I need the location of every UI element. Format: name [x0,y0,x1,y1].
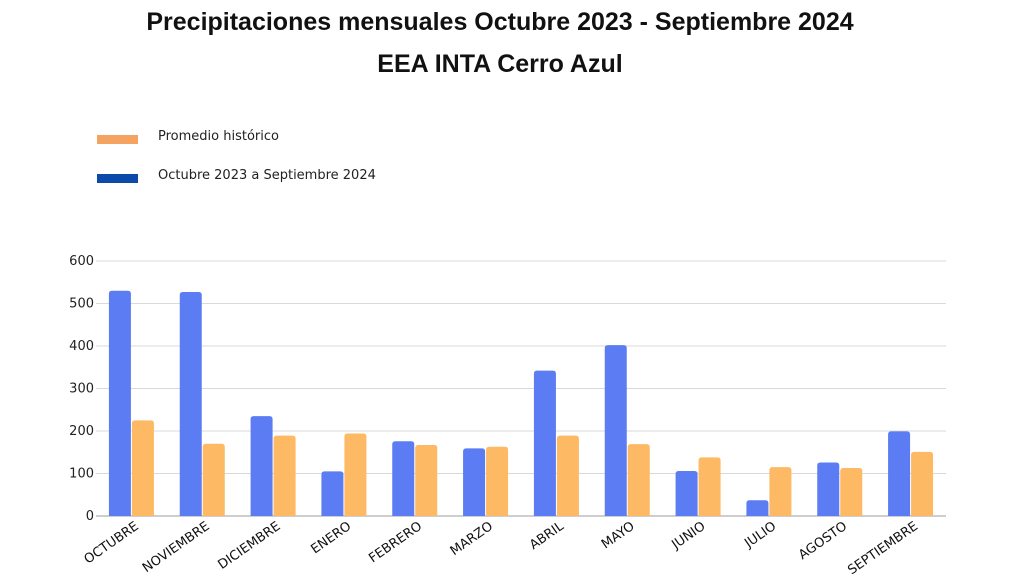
y-tick-label: 200 [69,424,94,439]
bar-periodo-junio [675,470,698,516]
y-tick-label: 300 [69,382,94,397]
chart-title: Precipitaciones mensuales Octubre 2023 -… [146,8,854,36]
bar-promedio-abril [556,435,579,516]
legend-label-promedio: Promedio histórico [158,129,279,144]
x-tick-label: MARZO [448,519,496,559]
bar-promedio-febrero [415,445,438,516]
bar-promedio-enero [344,433,367,516]
x-tick-label: ABRIL [527,519,567,553]
y-tick-label: 600 [69,254,94,269]
bar-periodo-septiembre [888,431,911,516]
x-tick-label: MAYO [599,519,638,552]
bar-periodo-octubre [108,290,131,516]
y-tick-label: 500 [69,297,94,312]
bar-promedio-agosto [840,467,863,516]
bar-promedio-diciembre [273,435,296,516]
bar-periodo-febrero [392,441,415,516]
bar-periodo-noviembre [179,292,202,516]
y-tick-label: 100 [69,467,94,482]
bar-promedio-noviembre [202,443,225,516]
bar-periodo-enero [321,471,344,516]
bar-promedio-septiembre [911,451,934,516]
x-tick-label: NOVIEMBRE [140,519,213,576]
x-tick-label: OCTUBRE [82,519,142,567]
bar-promedio-julio [769,467,792,516]
legend-swatch-periodo [97,174,138,183]
legend-swatch-promedio [97,135,138,144]
x-tick-label: JUNIO [669,519,709,553]
x-tick-label: FEBRERO [366,519,425,566]
bar-periodo-julio [746,500,769,516]
bar-periodo-agosto [817,462,840,516]
y-tick-label: 400 [69,339,94,354]
bar-promedio-junio [698,457,721,516]
bar-periodo-mayo [604,345,627,516]
chart-subtitle: EEA INTA Cerro Azul [377,50,623,78]
x-tick-label: AGOSTO [796,519,850,563]
x-tick-label: SEPTIEMBRE [845,519,921,576]
bar-periodo-abril [533,370,556,516]
x-tick-label: JULIO [741,519,779,552]
bar-promedio-octubre [131,420,154,516]
bar-periodo-diciembre [250,416,273,516]
bar-periodo-marzo [463,448,486,516]
legend-label-periodo: Octubre 2023 a Septiembre 2024 [158,168,376,183]
x-tick-label: ENERO [308,519,354,557]
x-tick-label: DICIEMBRE [216,519,284,573]
bar-promedio-marzo [486,446,509,516]
y-tick-label: 0 [86,509,94,524]
bar-promedio-mayo [627,444,650,516]
